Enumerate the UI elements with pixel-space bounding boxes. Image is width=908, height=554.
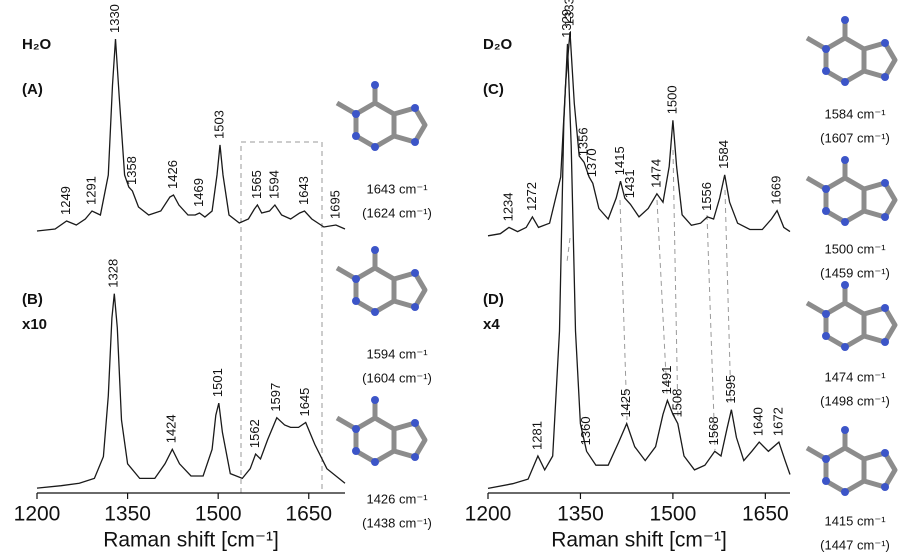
correlation-line xyxy=(566,237,571,263)
peak-label: 1491 xyxy=(659,365,674,394)
molecule xyxy=(337,81,425,151)
panel-title: D₂O xyxy=(483,36,512,53)
x-tick-label: 1500 xyxy=(195,503,242,526)
peak-label: 1669 xyxy=(768,176,783,205)
panel-label: (D) xyxy=(483,291,504,308)
mode-frequency: 1500 cm⁻¹ xyxy=(824,241,886,256)
spectrum xyxy=(487,32,791,237)
peak-label: 1565 xyxy=(249,170,264,199)
peak-label: 1584 xyxy=(716,140,731,169)
peak-label: 1556 xyxy=(699,182,714,211)
peak-label: 1640 xyxy=(751,407,766,436)
x-tick-label: 1350 xyxy=(104,503,151,526)
molecule xyxy=(807,281,895,351)
peak-label: 1431 xyxy=(622,169,637,198)
scale-label: x4 xyxy=(483,316,500,333)
spectrum xyxy=(36,38,346,232)
scale-label: x10 xyxy=(22,316,47,333)
peak-label: 1329 xyxy=(559,9,574,38)
molecule xyxy=(337,396,425,466)
mode-calculated: (1624 cm⁻¹) xyxy=(362,205,432,220)
x-tick-label: 1500 xyxy=(650,503,697,526)
mode-calculated: (1447 cm⁻¹) xyxy=(820,537,890,552)
peak-label: 1503 xyxy=(211,110,226,139)
mode-frequency: 1594 cm⁻¹ xyxy=(366,346,428,361)
peak-label: 1370 xyxy=(584,148,599,177)
mode-calculated: (1438 cm⁻¹) xyxy=(362,515,432,530)
x-tick-label: 1200 xyxy=(465,503,512,526)
correlation-line xyxy=(672,149,679,421)
correlation-line xyxy=(619,199,628,421)
peak-label: 1424 xyxy=(164,414,179,443)
x-tick-label: 1650 xyxy=(742,503,789,526)
peak-label: 1501 xyxy=(210,368,225,397)
molecule xyxy=(807,16,895,86)
panel-label: (A) xyxy=(22,81,43,98)
peak-label: 1272 xyxy=(524,182,539,211)
molecule xyxy=(807,156,895,226)
peak-label: 1594 xyxy=(266,170,281,199)
peak-label: 1474 xyxy=(648,159,663,188)
x-axis-label: Raman shift [cm⁻¹] xyxy=(551,529,727,552)
peak-label: 1562 xyxy=(247,419,262,448)
molecule xyxy=(807,426,895,496)
peak-label: 1568 xyxy=(706,416,721,445)
correlation-line xyxy=(724,189,732,406)
panel-label: (B) xyxy=(22,291,43,308)
mode-calculated: (1459 cm⁻¹) xyxy=(820,265,890,280)
x-tick-label: 1650 xyxy=(285,503,332,526)
mode-frequency: 1584 cm⁻¹ xyxy=(824,106,886,121)
peak-label: 1333 xyxy=(561,0,576,26)
mode-calculated: (1604 cm⁻¹) xyxy=(362,370,432,385)
peak-label: 1358 xyxy=(124,156,139,185)
x-axis-label: Raman shift [cm⁻¹] xyxy=(103,529,279,552)
panel-label: (C) xyxy=(483,81,504,98)
spectrum xyxy=(36,293,346,489)
correlation-line xyxy=(706,214,716,451)
peak-label: 1672 xyxy=(770,407,785,436)
peak-label: 1595 xyxy=(723,375,738,404)
x-tick-label: 1350 xyxy=(557,503,604,526)
mode-calculated: (1607 cm⁻¹) xyxy=(820,130,890,145)
mode-frequency: 1643 cm⁻¹ xyxy=(366,181,428,196)
peak-label: 1643 xyxy=(296,176,311,205)
peak-label: 1426 xyxy=(165,160,180,189)
peak-label: 1508 xyxy=(669,389,684,418)
peak-label: 1695 xyxy=(327,190,342,219)
molecule xyxy=(337,246,425,316)
peak-label: 1360 xyxy=(578,416,593,445)
mode-frequency: 1415 cm⁻¹ xyxy=(824,513,886,528)
x-tick-label: 1200 xyxy=(14,503,61,526)
peak-label: 1291 xyxy=(83,176,98,205)
peak-label: 1281 xyxy=(529,421,544,450)
panel-title: H₂O xyxy=(22,36,51,53)
peak-label: 1328 xyxy=(106,259,121,288)
mode-labels: 1643 cm⁻¹ (1624 cm⁻¹) 1594 cm⁻¹ (1604 cm⁻¹)… xyxy=(362,106,890,552)
peak-label: 1645 xyxy=(297,388,312,417)
peak-label: 1356 xyxy=(576,127,591,156)
spectrum xyxy=(487,43,791,490)
peak-label: 1469 xyxy=(191,178,206,207)
peak-label: 1500 xyxy=(664,85,679,114)
mode-calculated: (1498 cm⁻¹) xyxy=(820,393,890,408)
peak-label: 1415 xyxy=(612,146,627,175)
correlation-lines xyxy=(566,149,732,451)
correlation-line xyxy=(656,199,668,396)
peak-label: 1234 xyxy=(500,192,515,221)
peak-label: 1597 xyxy=(268,383,283,412)
mode-frequency: 1474 cm⁻¹ xyxy=(824,369,886,384)
peak-label: 1330 xyxy=(107,4,122,33)
peak-label: 1249 xyxy=(58,186,73,215)
peak-label: 1425 xyxy=(618,389,633,418)
mode-frequency: 1426 cm⁻¹ xyxy=(366,491,428,506)
